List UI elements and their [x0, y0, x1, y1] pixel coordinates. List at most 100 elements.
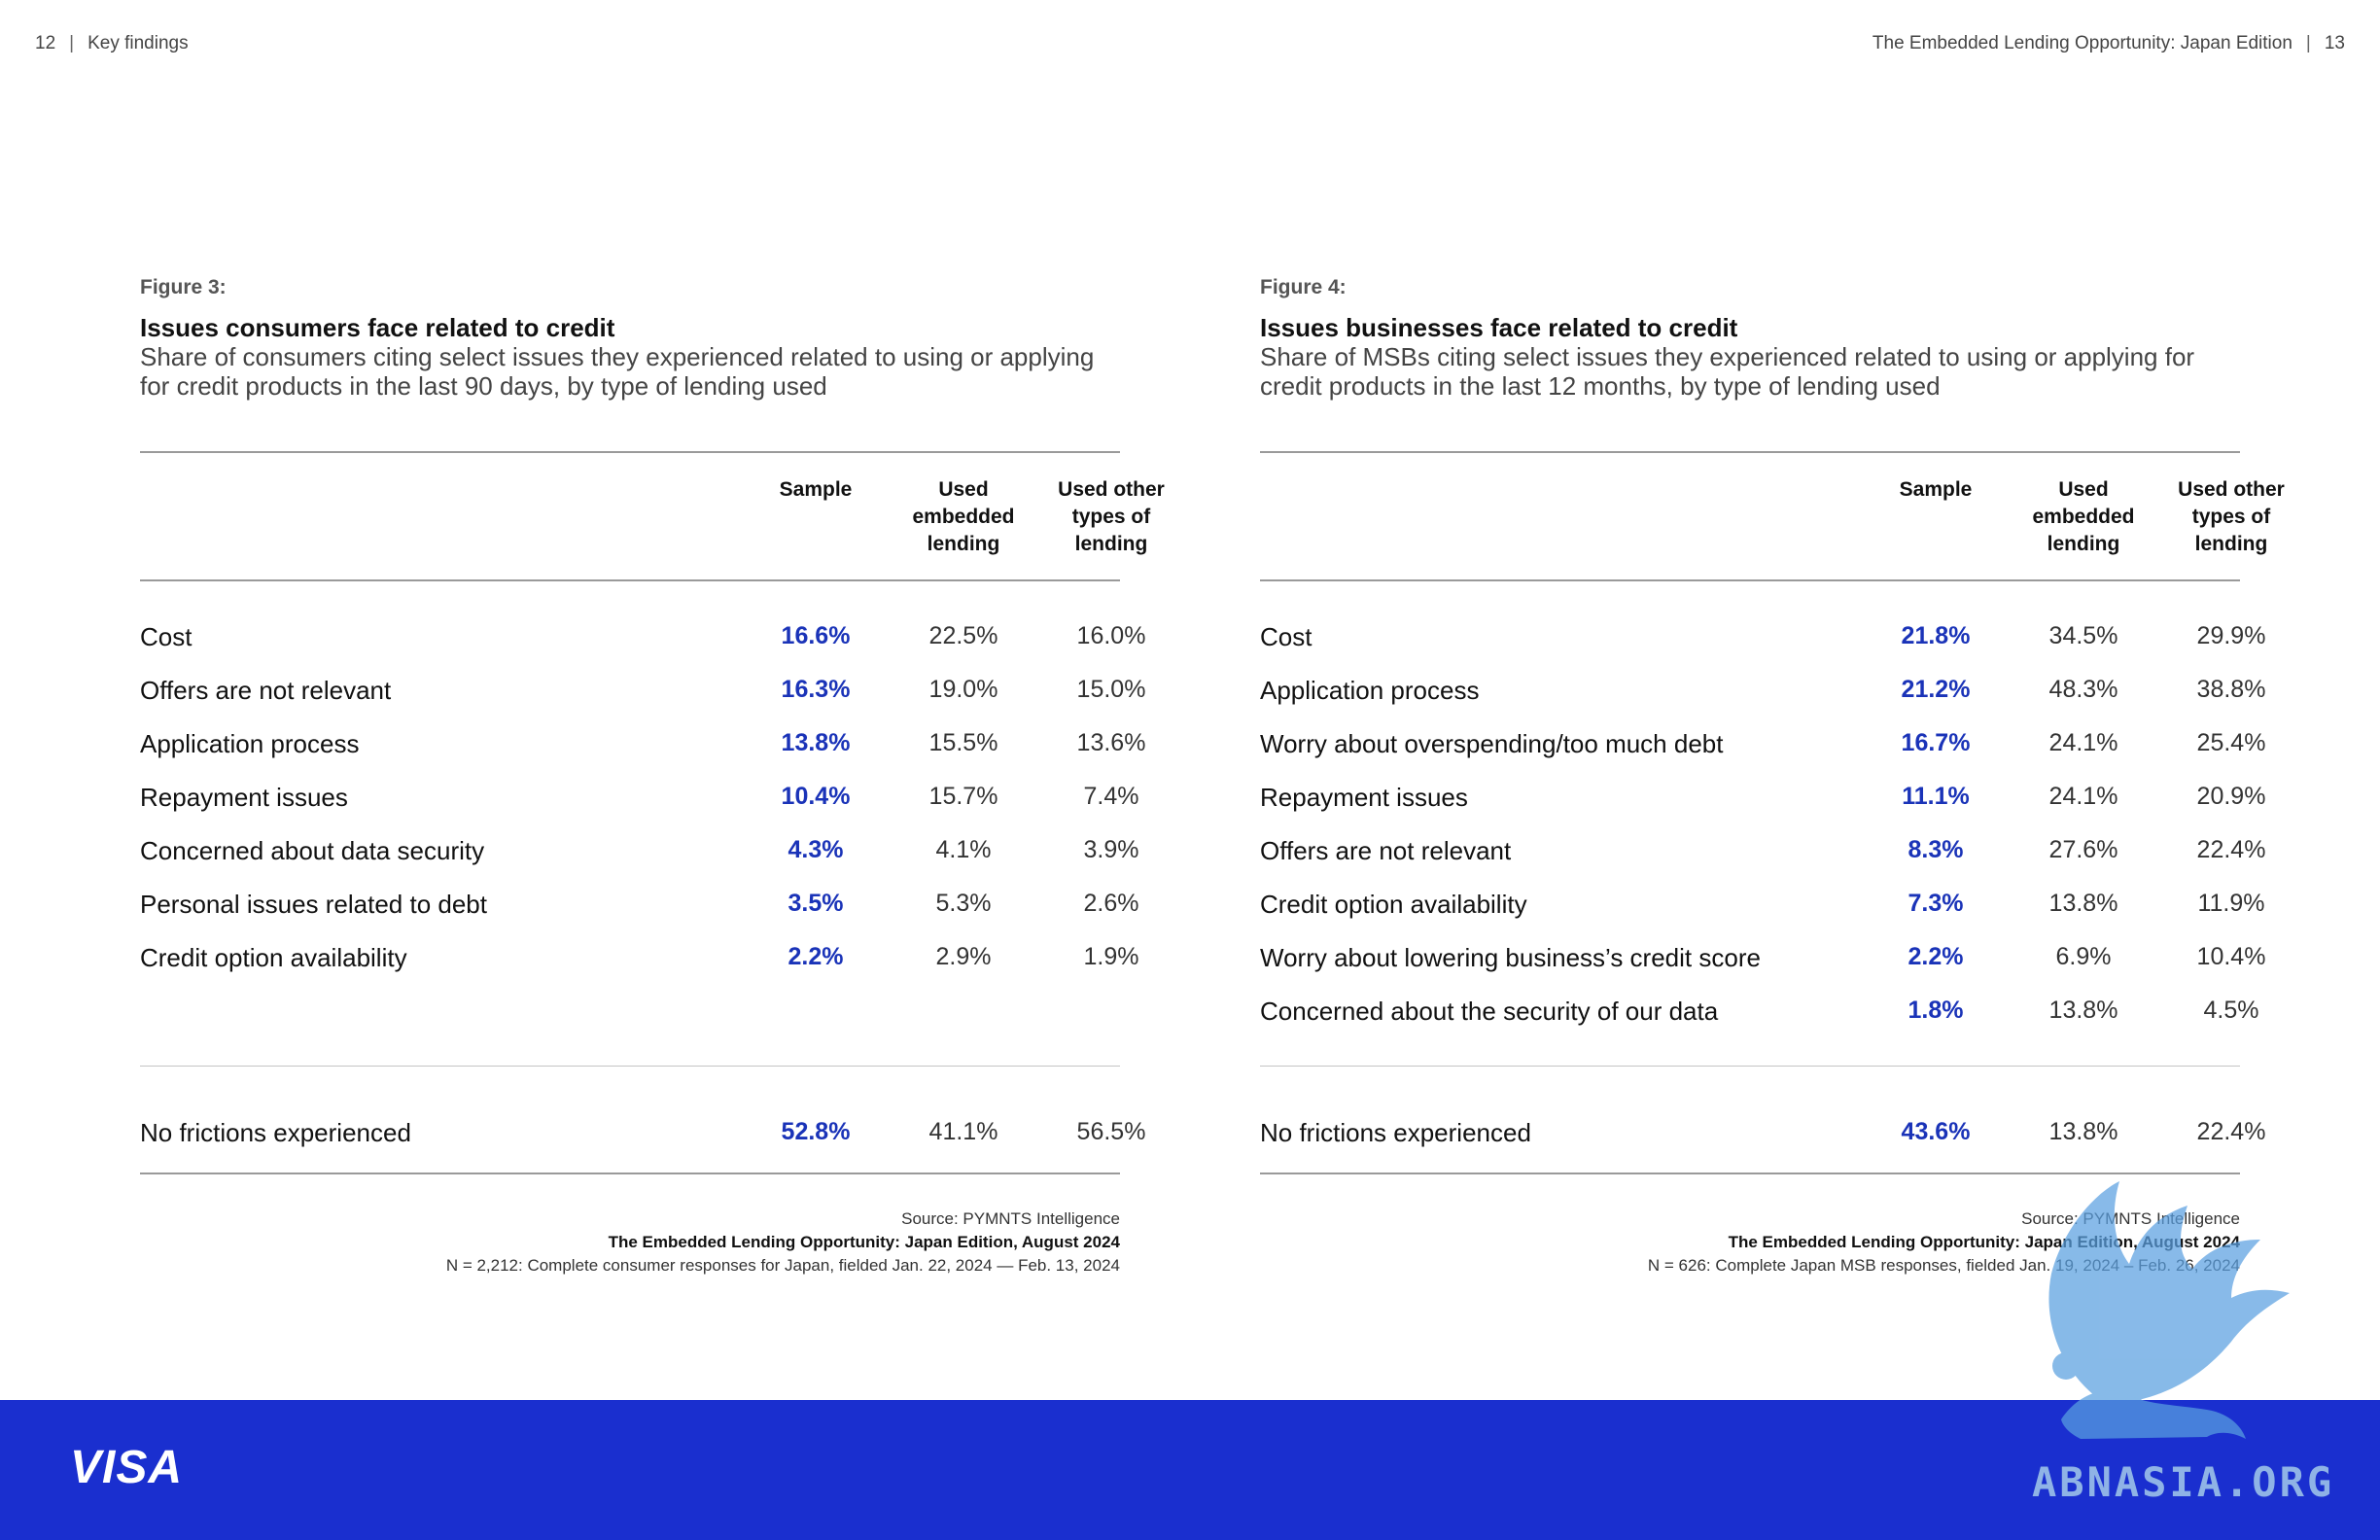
sample-value: 10.4%	[781, 783, 851, 810]
griffin-icon	[2048, 1181, 2290, 1439]
figure-title: Issues consumers face related to credit	[140, 313, 615, 342]
other-value: 38.8%	[2196, 676, 2266, 703]
other-value: 13.6%	[1076, 729, 1146, 756]
table-rule	[1260, 451, 2240, 453]
summary-row: No frictions experienced 52.8% 41.1% 56.5%	[140, 1112, 1145, 1151]
sample-value: 52.8%	[781, 1118, 851, 1145]
table-row: Repayment issues 11.1% 24.1% 20.9%	[1260, 777, 2265, 816]
table-row: Cost 21.8% 34.5% 29.9%	[1260, 616, 2265, 655]
row-label: Offers are not relevant	[1260, 836, 1512, 865]
embedded-value: 13.8%	[2048, 1118, 2118, 1145]
sample-value: 3.5%	[788, 890, 844, 917]
embedded-value: 41.1%	[928, 1118, 998, 1145]
embedded-value: 2.9%	[935, 943, 992, 970]
source-note: Source: PYMNTS Intelligence The Embedded …	[140, 1208, 1120, 1278]
table-row: Repayment issues 10.4% 15.7% 7.4%	[140, 777, 1138, 816]
table-rule	[1260, 1172, 2240, 1174]
issues-table: Sample Used embedded lending Used other ty…	[140, 451, 1165, 1275]
sample-value: 11.1%	[1902, 783, 1970, 810]
table-row: Credit option availability 7.3% 13.8% 11.9%	[1260, 884, 2265, 923]
column-header-other: Used other types of lending	[2178, 478, 2285, 555]
other-value: 25.4%	[2196, 729, 2266, 756]
issues-table: Sample Used embedded lending Used other ty…	[1260, 451, 2285, 1275]
table-rule	[140, 1172, 1120, 1174]
embedded-value: 13.8%	[2048, 890, 2118, 917]
row-label: Application process	[1260, 676, 1480, 705]
row-label: Concerned about data security	[140, 836, 485, 865]
sample-value: 13.8%	[781, 729, 851, 756]
source-line: Source: PYMNTS Intelligence	[901, 1209, 1120, 1228]
table-row: Worry about lowering business’s credit s…	[1260, 937, 2265, 976]
table-row: Credit option availability 2.2% 2.9% 1.9%	[140, 937, 1138, 976]
source-title: The Embedded Lending Opportunity: Japan …	[608, 1233, 1120, 1251]
row-label: Personal issues related to debt	[140, 890, 487, 919]
figure-label: Figure 3:	[140, 276, 227, 298]
header-separator: |	[2305, 33, 2311, 53]
other-value: 56.5%	[1076, 1118, 1146, 1145]
sample-value: 21.8%	[1901, 622, 1971, 649]
page-number-left: 12	[35, 33, 56, 53]
table-row: Personal issues related to debt 3.5% 5.3% 2…	[140, 884, 1138, 923]
other-value: 16.0%	[1076, 622, 1146, 649]
row-label: Offers are not relevant	[140, 676, 392, 705]
header-separator: |	[69, 33, 75, 53]
table-row: Concerned about data security 4.3% 4.1% 3.9…	[140, 830, 1138, 869]
figure-subtitle: Share of consumers citing select issues …	[140, 342, 1095, 401]
row-label: Credit option availability	[140, 943, 407, 972]
table-row: Offers are not relevant 8.3% 27.6% 22.4%	[1260, 830, 2265, 869]
sample-value: 4.3%	[788, 836, 844, 863]
sample-value: 7.3%	[1908, 890, 1964, 917]
sample-size-note: N = 2,212: Complete consumer responses f…	[445, 1256, 1120, 1275]
column-header-other: Used other types of lending	[1058, 478, 1165, 555]
sample-value: 21.2%	[1901, 676, 1971, 703]
embedded-value: 4.1%	[935, 836, 992, 863]
table-row: Application process 21.2% 48.3% 38.8%	[1260, 670, 2265, 709]
sample-value: 16.6%	[781, 622, 851, 649]
table-rule	[1260, 579, 2240, 581]
page-header-left: 12 | Key findings	[35, 33, 189, 54]
row-label: Worry about lowering business’s credit s…	[1260, 943, 1761, 972]
figure-title: Issues businesses face related to credit	[1260, 313, 1738, 342]
embedded-value: 15.5%	[928, 729, 998, 756]
sample-value: 2.2%	[1908, 943, 1964, 970]
embedded-value: 48.3%	[2048, 676, 2118, 703]
column-header-sample: Sample	[1899, 478, 1973, 501]
table-row: Worry about overspending/too much debt 16…	[1260, 723, 2265, 762]
sample-value: 1.8%	[1908, 997, 1964, 1024]
sample-value: 16.3%	[781, 676, 851, 703]
sample-value: 43.6%	[1901, 1118, 1971, 1145]
embedded-value: 24.1%	[2048, 729, 2118, 756]
row-label: Repayment issues	[140, 783, 348, 812]
embedded-value: 5.3%	[935, 890, 992, 917]
embedded-value: 13.8%	[2048, 997, 2118, 1024]
table-rule	[1260, 1066, 2240, 1067]
other-value: 1.9%	[1083, 943, 1139, 970]
sample-value: 16.7%	[1901, 729, 1971, 756]
embedded-value: 6.9%	[2055, 943, 2112, 970]
embedded-value: 27.6%	[2048, 836, 2118, 863]
embedded-value: 34.5%	[2048, 622, 2118, 649]
sample-value: 2.2%	[788, 943, 844, 970]
row-label: No frictions experienced	[140, 1118, 411, 1147]
embedded-value: 15.7%	[928, 783, 998, 810]
report-title: The Embedded Lending Opportunity: Japan …	[1872, 33, 2292, 53]
embedded-value: 22.5%	[928, 622, 998, 649]
footer-bar: VISA	[0, 1400, 2380, 1540]
other-value: 2.6%	[1083, 890, 1139, 917]
row-label: Worry about overspending/too much debt	[1260, 729, 1724, 758]
embedded-value: 19.0%	[928, 676, 998, 703]
figure-4: Figure 4: Issues businesses face related…	[1260, 274, 2240, 401]
column-header-embedded: Used embedded lending	[2032, 478, 2135, 555]
table-rule	[140, 1066, 1120, 1067]
sample-value: 8.3%	[1908, 836, 1964, 863]
embedded-value: 24.1%	[2048, 783, 2118, 810]
row-label: Application process	[140, 729, 360, 758]
row-label: Cost	[140, 622, 192, 651]
figure-label: Figure 4:	[1260, 276, 1347, 298]
summary-row: No frictions experienced 43.6% 13.8% 22.4%	[1260, 1112, 2265, 1151]
row-label: Cost	[1260, 622, 1312, 651]
row-label: Repayment issues	[1260, 783, 1468, 812]
table-row: Application process 13.8% 15.5% 13.6%	[140, 723, 1145, 762]
table-row: Offers are not relevant 16.3% 19.0% 15.0%	[140, 670, 1145, 709]
table-rule	[140, 579, 1120, 581]
